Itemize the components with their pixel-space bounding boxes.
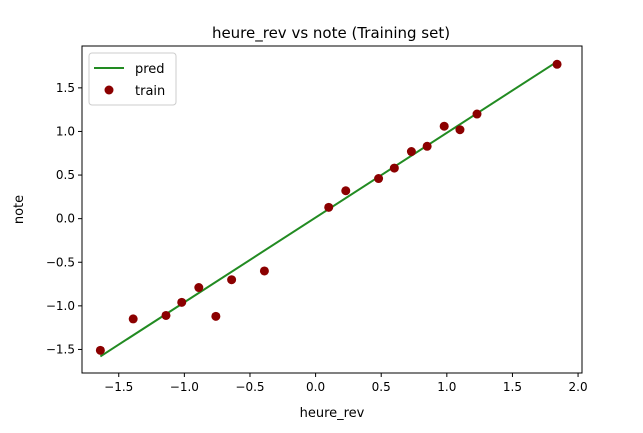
legend: pred train (88, 52, 177, 106)
train-point (161, 310, 171, 320)
train-point (389, 163, 399, 173)
train-point (324, 202, 334, 212)
plot-layer (95, 59, 562, 358)
y-tick-label: 1.5 (56, 81, 75, 95)
train-point (194, 283, 204, 293)
train-point (406, 147, 416, 157)
y-tick-label: 0.0 (56, 212, 75, 226)
train-point (259, 266, 269, 276)
y-tick-label: 1.0 (56, 124, 75, 138)
legend-pred-label: pred (135, 62, 165, 77)
x-axis-label: heure_rev (300, 406, 365, 421)
train-point (128, 314, 138, 324)
x-tick-label: −1.5 (104, 380, 133, 394)
x-tick-label: 1.0 (437, 380, 456, 394)
y-tick-label: −1.0 (46, 299, 75, 313)
x-tick-label: −0.5 (235, 380, 264, 394)
train-point (177, 297, 187, 307)
train-point (472, 109, 482, 119)
train-point (455, 125, 465, 135)
y-axis-label: note (12, 195, 27, 224)
train-point (439, 121, 449, 131)
x-tick-label: 2.0 (569, 380, 588, 394)
y-tick-label: −0.5 (46, 255, 75, 269)
train-point (341, 186, 351, 196)
ticks-layer: −1.5 −1.0 −0.5 0.0 0.5 1.0 1.5 2.0 −1.5 −1.0 −0.5 0… (46, 81, 588, 394)
train-point (211, 311, 221, 321)
x-tick-label: 0.0 (306, 380, 325, 394)
chart-title: heure_rev vs note (Training set) (212, 24, 450, 43)
train-point (374, 174, 384, 184)
train-point (95, 345, 105, 355)
train-point (552, 59, 562, 69)
x-tick-label: 1.5 (503, 380, 522, 394)
train-point (422, 141, 432, 151)
train-point (227, 275, 237, 285)
legend-train-swatch (104, 85, 114, 95)
x-tick-label: −1.0 (170, 380, 199, 394)
y-tick-label: −1.5 (46, 342, 75, 356)
x-tick-label: 0.5 (372, 380, 391, 394)
y-tick-label: 0.5 (56, 168, 75, 182)
plot-frame (81, 45, 583, 374)
legend-train-label: train (135, 84, 165, 99)
